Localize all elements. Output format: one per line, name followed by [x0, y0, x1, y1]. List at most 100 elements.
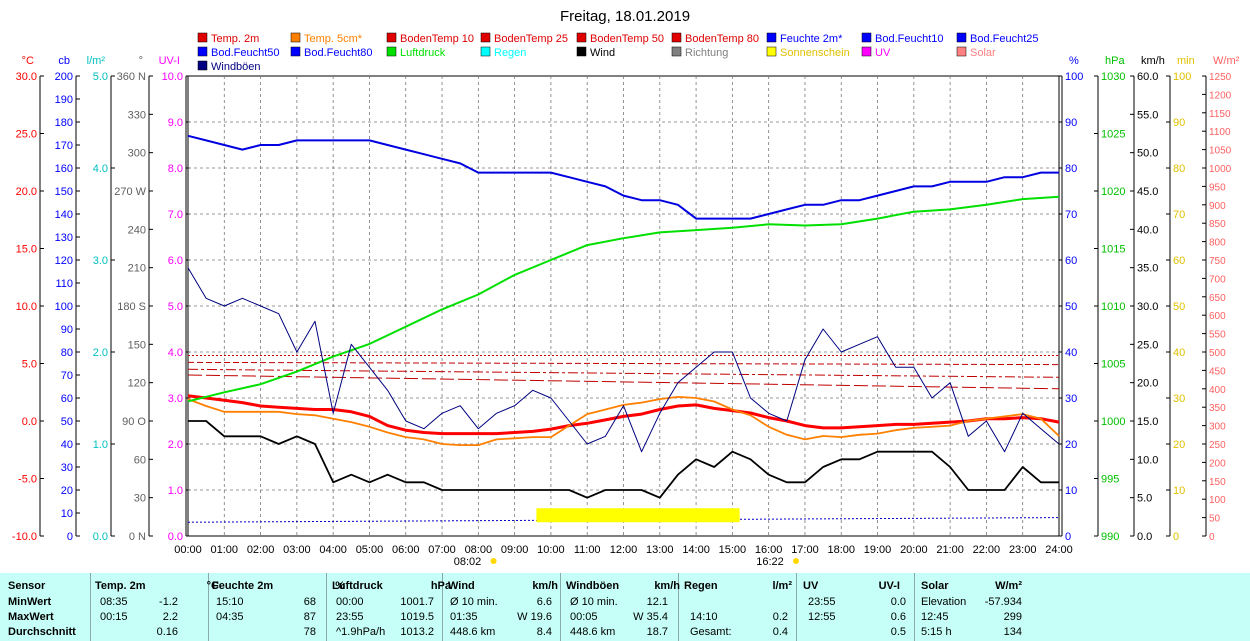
stats-cell: 00:15	[100, 611, 128, 623]
sunrise-label: 08:02	[454, 556, 482, 568]
series-temp-2m	[187, 394, 1060, 436]
series-temp-5cm	[187, 395, 1060, 447]
left-axis-tick-label: 3.0	[168, 393, 183, 405]
stats-cell: 448.6 km	[450, 626, 496, 638]
legend-swatch	[197, 60, 208, 71]
stats-separator	[208, 573, 209, 641]
stats-cell: 00:00	[336, 596, 364, 608]
legend-swatch	[576, 46, 587, 57]
x-axis-tick-label: 15:00	[719, 544, 747, 556]
right-axis-tick-label: 40.0	[1137, 224, 1158, 236]
stats-header: Sensor	[8, 580, 46, 592]
stats-cell: 0.6	[890, 611, 906, 623]
right-axis-tick-label: 40	[1173, 347, 1185, 359]
x-axis-tick-label: 11:00	[574, 544, 601, 556]
stats-cell: 01:35	[450, 611, 478, 623]
right-axis-tick-label: 0	[1065, 531, 1071, 543]
right-axis-tick-label: 1100	[1209, 127, 1231, 138]
stats-header: km/h	[654, 580, 680, 592]
x-axis-tick-label: 01:00	[211, 544, 239, 556]
stats-cell: 448.6 km	[570, 626, 616, 638]
stats-cell: 23:55	[808, 596, 836, 608]
left-axis-unit: UV-I	[159, 55, 180, 67]
left-axis-tick-label: 10.0	[16, 301, 37, 313]
right-axis-tick-label: 990	[1101, 531, 1119, 543]
left-axis-tick-label: 4.0	[168, 347, 183, 359]
right-axis-tick-label: 950	[1209, 182, 1226, 193]
left-axis-tick-label: 160	[55, 163, 73, 175]
left-axis-tick-label: 5.0	[22, 359, 37, 371]
left-axis-tick-label: 110	[55, 278, 73, 290]
right-axis-tick-label: 200	[1209, 458, 1226, 469]
x-axis-tick-label: 18:00	[827, 544, 855, 556]
left-axis-tick-label: 300	[128, 148, 146, 160]
left-axis-tick-label: 50	[61, 416, 73, 428]
left-axis-tick-label: 210	[128, 263, 146, 275]
right-axis-tick-label: 1010	[1101, 301, 1125, 313]
left-axis-tick-label: 3.0	[93, 255, 108, 267]
right-axis-tick-label: 40	[1065, 347, 1077, 359]
legend-swatch	[197, 46, 208, 57]
stats-cell: 299	[1003, 611, 1022, 623]
x-axis-tick-label: 21:00	[936, 544, 964, 556]
stats-row-label: Durchschnitt	[8, 626, 76, 638]
right-axis-tick-label: 1150	[1209, 109, 1231, 120]
legend-label: Wind	[590, 47, 615, 59]
left-axis-tick-label: 0.0	[22, 416, 37, 428]
right-axis-tick-label: 80	[1065, 163, 1077, 175]
stats-cell: 1001.7	[400, 596, 434, 608]
left-axis-tick-label: 15.0	[16, 244, 37, 256]
right-axis-tick-label: 50.0	[1137, 148, 1158, 160]
left-axis-tick-label: 60	[61, 393, 73, 405]
left-axis-tick-label: 120	[55, 255, 73, 267]
right-axis-tick-label: 1250	[1209, 72, 1232, 83]
legend-label: BodenTemp 25	[494, 33, 568, 45]
stats-separator	[90, 573, 91, 641]
left-axis-tick-label: 40	[61, 439, 73, 451]
left-axis-tick-label: 240	[128, 224, 146, 236]
right-axis-tick-label: 750	[1209, 256, 1226, 267]
left-axis-tick-label: 30	[134, 493, 146, 505]
legend-swatch	[386, 46, 397, 57]
stats-cell: Elevation	[921, 596, 967, 608]
stats-cell: 0.4	[772, 626, 788, 638]
right-axis-tick-label: 400	[1209, 385, 1226, 396]
x-axis-tick-label: 06:00	[392, 544, 420, 556]
x-axis-tick-label: 12:00	[610, 544, 638, 556]
x-axis-tick-label: 10:00	[537, 544, 565, 556]
stats-cell: 68	[303, 596, 316, 608]
right-axis-tick-label: 1050	[1209, 146, 1232, 157]
stats-header: %	[335, 580, 345, 592]
right-axis-tick-label: 100	[1209, 495, 1226, 506]
legend-label: Temp. 5cm*	[304, 33, 363, 45]
left-axis-tick-label: 2.0	[168, 439, 183, 451]
x-axis-tick-label: 08:00	[465, 544, 493, 556]
right-axis-tick-label: 80	[1173, 163, 1185, 175]
stats-cell: 0.5	[890, 626, 906, 638]
left-axis-tick-label: 360 N	[117, 71, 146, 83]
right-axis-tick-label: 25.0	[1137, 339, 1158, 351]
stats-cell: -1.2	[159, 596, 178, 608]
stats-header: UV	[803, 580, 819, 592]
right-axis-tick-label: 5.0	[1137, 493, 1152, 505]
left-axis-tick-label: 180	[55, 117, 73, 129]
left-axis-tick-label: 130	[55, 232, 73, 244]
stats-cell: W 35.4	[633, 611, 668, 623]
left-axis-tick-label: 330	[128, 109, 146, 121]
legend-label: Luftdruck	[400, 47, 446, 59]
legend-swatch	[290, 32, 301, 43]
stats-header: hPa	[430, 580, 451, 592]
left-axis-tick-label: 10.0	[162, 71, 183, 83]
stats-cell: ^1.9hPa/h	[336, 626, 386, 638]
left-axis-tick-label: 150	[128, 339, 146, 351]
right-axis-tick-label: 850	[1209, 219, 1226, 230]
x-axis-tick-label: 20:00	[900, 544, 928, 556]
left-axis-tick-label: 30	[61, 462, 73, 474]
right-axis-tick-label: 70	[1065, 209, 1077, 221]
legend-swatch	[861, 32, 872, 43]
left-axis-tick-label: 170	[55, 140, 73, 152]
legend-label: Bod.Feucht10	[875, 33, 944, 45]
legend-swatch	[671, 32, 682, 43]
x-axis-tick-label: 23:00	[1009, 544, 1037, 556]
right-axis-tick-label: 10	[1065, 485, 1077, 497]
